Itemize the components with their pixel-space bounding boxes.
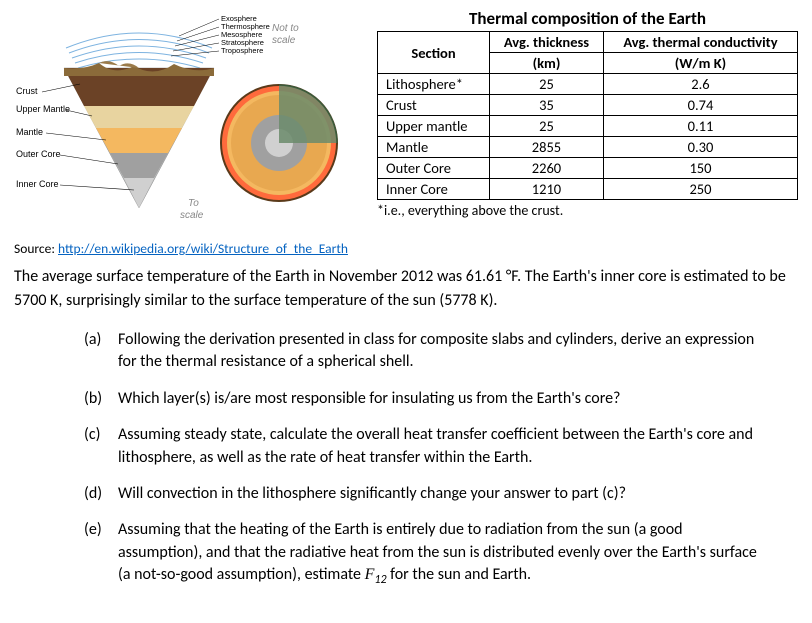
label-troposphere: Troposphere (221, 46, 263, 55)
earth-globe (221, 85, 337, 201)
source-link[interactable]: http://en.wikipedia.org/wiki/Structure_o… (58, 240, 348, 257)
question-c: (c) Assuming steady state, calculate the… (84, 424, 768, 469)
view-factor-sub: 12 (374, 573, 386, 587)
q-label: (e) (84, 519, 118, 589)
q-body: Will convection in the lithosphere signi… (118, 483, 768, 505)
atmosphere-lines (66, 33, 212, 68)
table-row: Mantle28550.30 (378, 137, 798, 158)
label-inner-core: Inner Core (16, 179, 59, 189)
source-label: Source: (14, 240, 58, 257)
intro-paragraph: The average surface temperature of the E… (14, 265, 798, 313)
q-body: Assuming that the heating of the Earth i… (118, 519, 768, 589)
question-a: (a) Following the derivation presented i… (84, 329, 768, 374)
th-thickness: Avg. thickness (489, 32, 603, 53)
questions-list: (a) Following the derivation presented i… (14, 329, 798, 589)
q-e-tail: for the sun and Earth. (387, 565, 532, 584)
earth-structure-svg: Crust Upper Mantle Mantle Outer Core Inn… (14, 8, 369, 223)
source-line: Source: http://en.wikipedia.org/wiki/Str… (14, 240, 798, 257)
th-conductivity-unit: (W/m K) (603, 53, 797, 74)
th-section: Section (378, 32, 490, 74)
q-label: (c) (84, 424, 118, 469)
label-crust: Crust (16, 86, 38, 96)
q-label: (b) (84, 388, 118, 410)
q-body: Following the derivation presented in cl… (118, 329, 768, 374)
not-to-scale-1: Not to (272, 23, 299, 34)
label-mantle: Mantle (16, 127, 43, 137)
table-footnote: *i.e., everything above the crust. (377, 202, 798, 219)
table-row: Crust350.74 (378, 95, 798, 116)
earth-wedge (64, 61, 214, 208)
top-row: Crust Upper Mantle Mantle Outer Core Inn… (14, 8, 798, 228)
question-b: (b) Which layer(s) is/are most responsib… (84, 388, 768, 410)
table-row: Outer Core2260150 (378, 158, 798, 179)
th-thickness-unit: (km) (489, 53, 603, 74)
q-label: (d) (84, 483, 118, 505)
label-upper-mantle: Upper Mantle (16, 104, 70, 114)
table-title: Thermal composition of the Earth (377, 8, 798, 29)
question-e: (e) Assuming that the heating of the Ear… (84, 519, 768, 589)
to-scale-1: To (188, 198, 199, 209)
thermal-table-section: Thermal composition of the Earth Section… (377, 8, 798, 228)
th-conductivity: Avg. thermal conductivity (603, 32, 797, 53)
q-body: Assuming steady state, calculate the ove… (118, 424, 768, 469)
table-header-row: Section Avg. thickness Avg. thermal cond… (378, 32, 798, 53)
q-body: Which layer(s) is/are most responsible f… (118, 388, 768, 410)
table-row: Upper mantle250.11 (378, 116, 798, 137)
table-row: Inner Core1210250 (378, 179, 798, 200)
view-factor-symbol: F (365, 566, 375, 583)
earth-diagram: Crust Upper Mantle Mantle Outer Core Inn… (14, 8, 369, 228)
not-to-scale-2: scale (272, 35, 296, 46)
q-label: (a) (84, 329, 118, 374)
to-scale-2: scale (180, 210, 204, 221)
thermal-table: Section Avg. thickness Avg. thermal cond… (377, 31, 798, 200)
question-d: (d) Will convection in the lithosphere s… (84, 483, 768, 505)
label-outer-core: Outer Core (16, 149, 61, 159)
table-row: Lithosphere*252.6 (378, 74, 798, 95)
